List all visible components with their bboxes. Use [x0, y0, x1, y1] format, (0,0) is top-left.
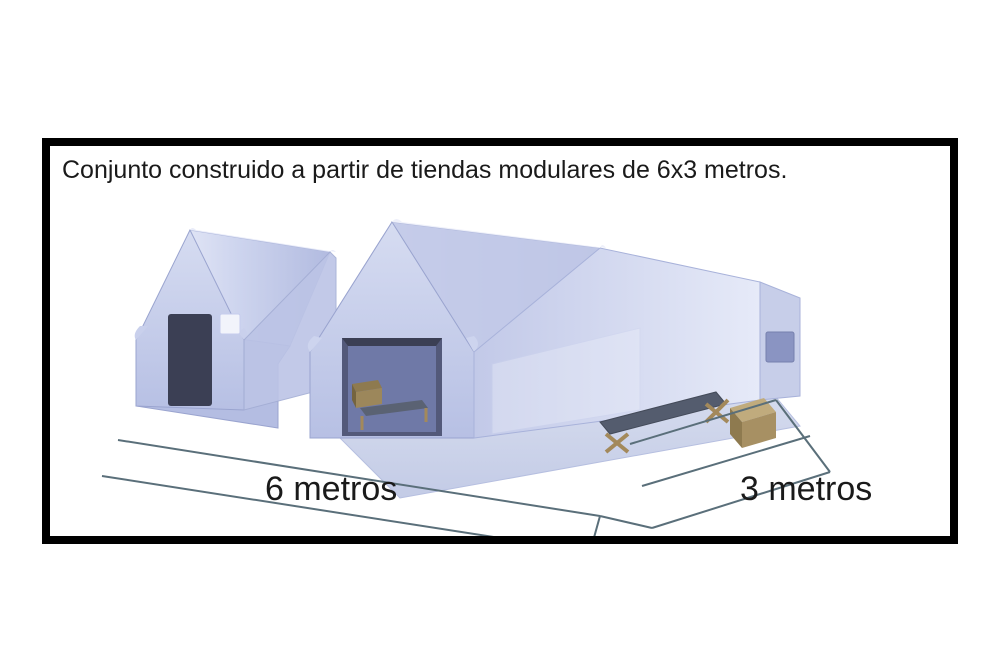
dimension-length-label: 6 metros [265, 470, 397, 509]
interior-box [352, 380, 382, 408]
diagram-title: Conjunto construido a partir de tiendas … [62, 156, 787, 185]
dimension-width-label: 3 metros [740, 470, 872, 509]
tent-rear [135, 228, 336, 428]
